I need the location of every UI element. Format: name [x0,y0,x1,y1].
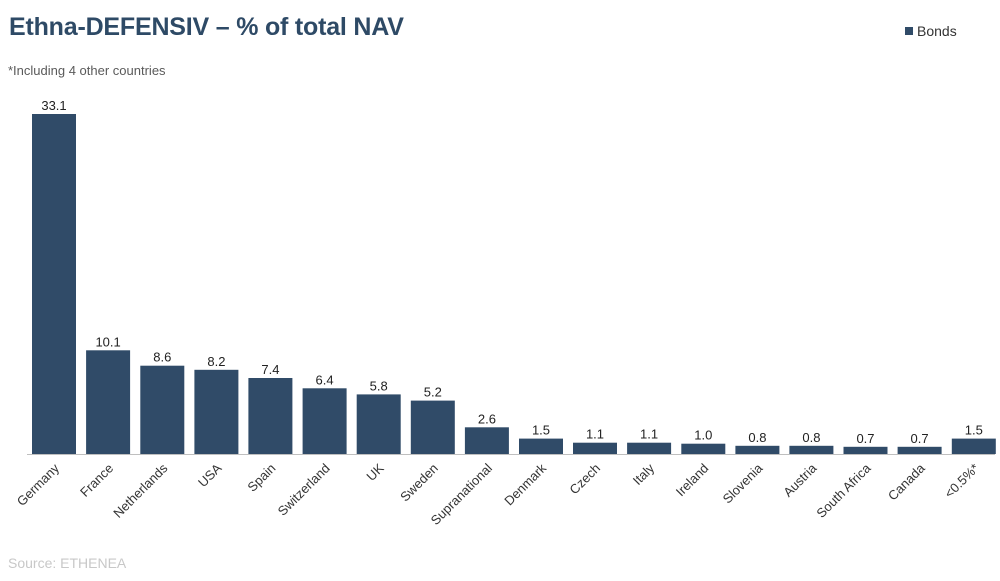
category-label-16: Canada [885,460,928,503]
category-label-2: Netherlands [110,460,171,521]
category-label-10: Czech [566,461,603,498]
bar-17 [951,438,996,454]
bar-12 [681,443,726,454]
category-label-17: <0.5%* [941,461,982,502]
bar-4 [248,378,293,454]
data-label-15: 0.7 [856,431,874,446]
category-label-5: Switzerland [275,461,333,519]
data-label-11: 1.1 [640,427,658,442]
bar-1 [86,350,131,454]
data-label-12: 1.0 [694,428,712,443]
bar-3 [194,369,239,454]
bar-8 [464,427,509,454]
category-label-12: Ireland [673,461,712,500]
category-label-9: Denmark [501,460,549,508]
category-label-14: Austria [780,460,820,500]
data-label-14: 0.8 [802,430,820,445]
data-label-2: 8.6 [153,350,171,365]
bar-7 [410,400,455,454]
bar-5 [302,388,347,454]
data-label-7: 5.2 [424,385,442,400]
category-label-7: Sweden [397,461,441,505]
data-label-3: 8.2 [207,354,225,369]
data-label-0: 33.1 [41,98,66,113]
data-label-5: 6.4 [316,372,334,387]
bar-6 [356,394,401,454]
bar-16 [897,446,942,454]
data-label-16: 0.7 [911,431,929,446]
bar-14 [789,445,834,454]
legend: Bonds [905,23,957,39]
bar-2 [140,365,185,454]
data-label-6: 5.8 [370,378,388,393]
category-label-15: South Africa [813,460,874,521]
data-label-1: 10.1 [95,334,120,349]
data-label-4: 7.4 [261,362,279,377]
legend-swatch-icon [905,27,913,35]
category-label-11: Italy [630,460,658,488]
bar-11 [627,442,672,454]
bar-0 [32,114,76,454]
category-label-4: Spain [244,461,278,495]
category-label-1: France [77,461,116,500]
bar-13 [735,445,780,454]
legend-label: Bonds [917,23,957,39]
bar-10 [573,442,617,454]
bar-15 [843,446,888,454]
footnote: *Including 4 other countries [8,63,166,78]
data-label-13: 0.8 [748,430,766,445]
data-label-17: 1.5 [965,423,983,438]
category-label-13: Slovenia [720,460,766,506]
category-label-3: USA [195,460,225,490]
category-label-0: Germany [14,460,63,509]
category-label-6: UK [363,460,387,484]
data-label-8: 2.6 [478,411,496,426]
bar-9 [519,438,563,454]
chart-title: Ethna-DEFENSIV – % of total NAV [9,13,404,41]
source-note: Source: ETHENEA [8,555,127,571]
data-label-9: 1.5 [532,423,550,438]
data-label-10: 1.1 [586,427,604,442]
